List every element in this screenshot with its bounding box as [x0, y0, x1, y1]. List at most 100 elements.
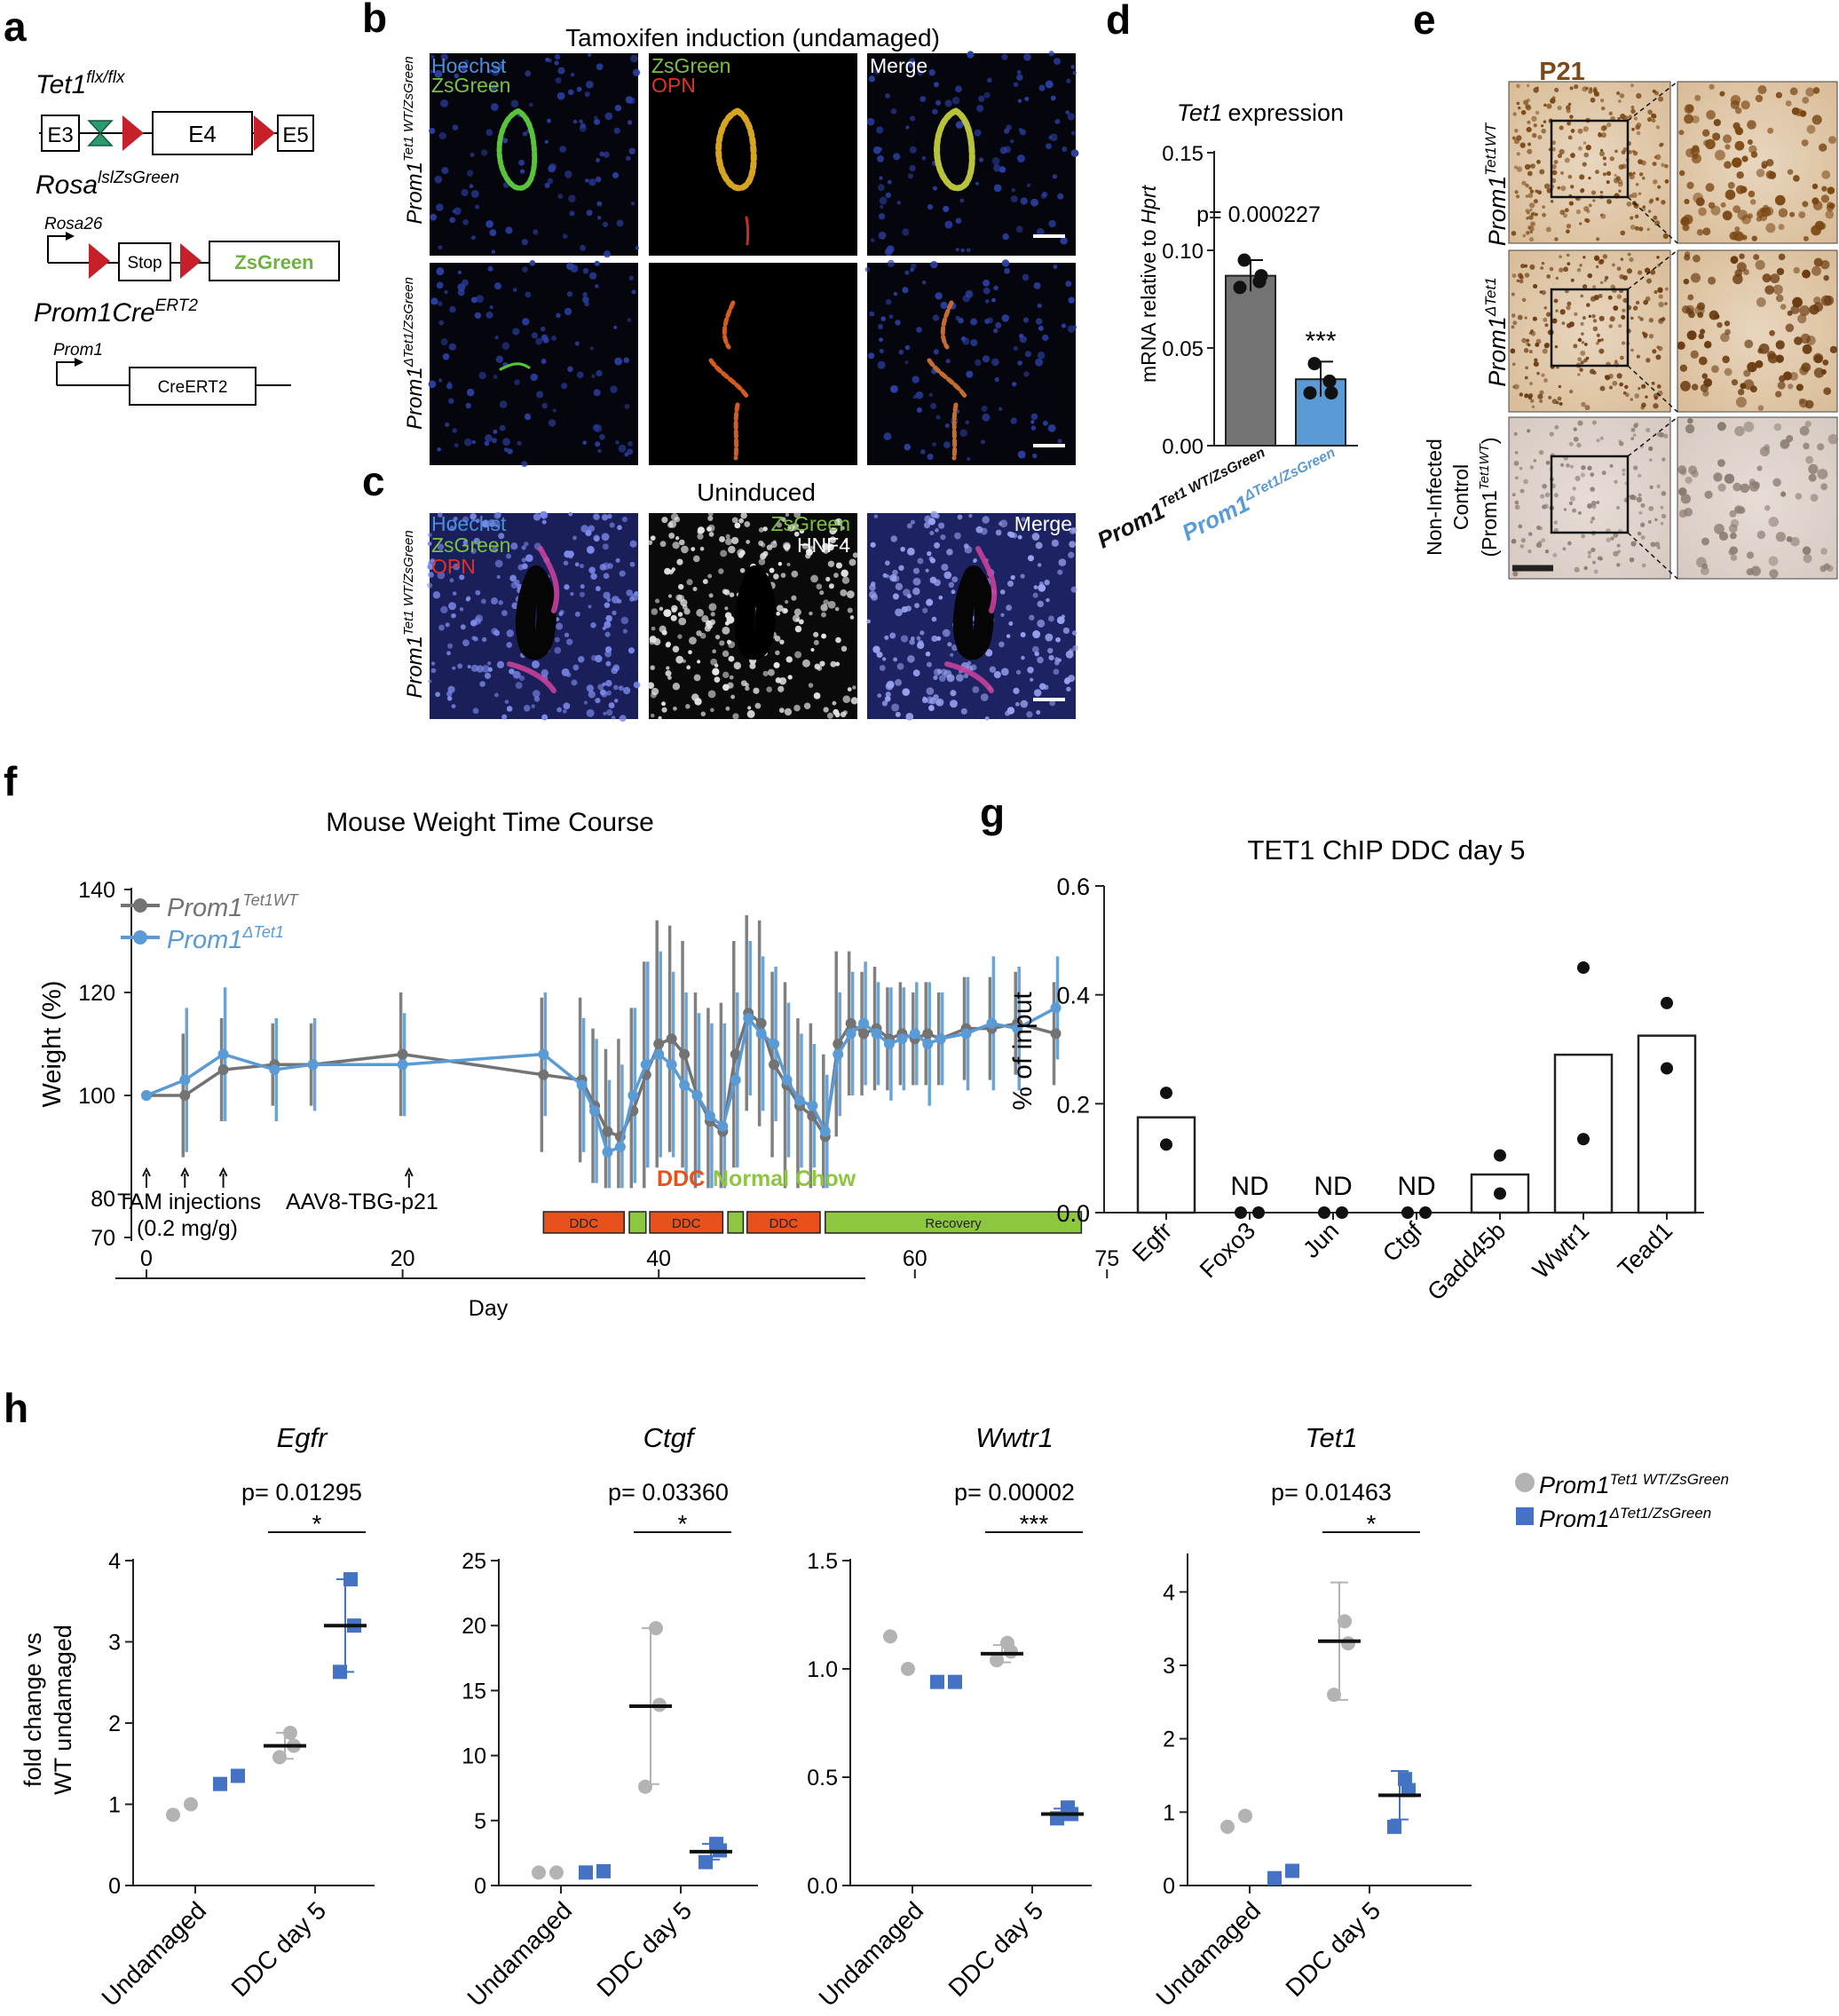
panel-c: c Uninduced Prom1Tet1 WT/ZsGreen Hoechst…: [362, 458, 1078, 723]
treatment-bar-label: DDC: [770, 1216, 799, 1231]
data-point: [602, 1146, 613, 1158]
panel-label-h: h: [4, 1385, 28, 1431]
nd-label: ND: [1314, 1172, 1352, 1201]
data-point: [1307, 357, 1322, 371]
data-point: [901, 1662, 915, 1676]
panel-a: a Tet1flx/flx E3 E4 E5 RosalslZsGreen Ro…: [4, 4, 340, 406]
significance-marker: ***: [1305, 327, 1336, 356]
bar-0: [1225, 274, 1276, 447]
y-tick-label: 0: [108, 1874, 121, 1899]
treatment-bar: [628, 1211, 647, 1234]
zoom-connector: [1627, 249, 1678, 290]
y-tick-label: 10: [462, 1744, 486, 1769]
treatment-bar: [542, 1211, 625, 1234]
gene-title: Wwtr1: [975, 1422, 1054, 1453]
hnf4-channel-label: HNF4: [797, 534, 850, 557]
data-point: [960, 1028, 972, 1040]
data-point: [990, 1653, 1004, 1668]
x-category-label: Gadd45b: [1422, 1217, 1511, 1306]
panel-b: b Tamoxifen induction (undamaged) Prom1T…: [362, 0, 1079, 468]
data-point: [213, 1776, 227, 1791]
data-point: [638, 1779, 652, 1794]
micrograph-b-0-0: [429, 52, 641, 258]
data-point: [845, 1028, 856, 1040]
x-category-label: DDC day 5: [225, 1896, 331, 2002]
exon-e5-label: E5: [282, 123, 308, 147]
y-tick-label: 2: [108, 1712, 121, 1736]
data-point: [397, 1059, 408, 1071]
data-point: [1235, 1206, 1247, 1219]
y-tick-label: 20: [462, 1614, 486, 1639]
legend-marker: [133, 898, 147, 913]
legend-wt-marker: [1515, 1473, 1535, 1492]
y-tick-label: 100: [78, 1084, 115, 1109]
y-tick-label: 0.2: [1056, 1091, 1090, 1118]
data-point: [1050, 1028, 1062, 1040]
frt-icon: [87, 120, 114, 146]
data-point: [333, 1664, 347, 1680]
data-point: [769, 1059, 780, 1071]
y-tick-label: 4: [1163, 1580, 1175, 1605]
x-tick-label: 60: [903, 1246, 927, 1271]
y-tick-label: 25: [462, 1549, 486, 1574]
x-category-label: DDC day 5: [591, 1896, 697, 2002]
panel-e-row1-label: Prom1Tet1WT: [1482, 122, 1511, 246]
data-point: [871, 1028, 882, 1040]
loxp-icon: [254, 115, 275, 151]
data-point: [1254, 269, 1268, 283]
panel-e-row2-label: Prom1ΔTet1: [1482, 277, 1511, 386]
p-value: p= 0.03360: [608, 1479, 729, 1506]
ddc-legend-label: DDC: [657, 1166, 705, 1191]
panel-label-a: a: [4, 4, 27, 50]
panel-h-chart-Wwtr1: Wwtr1 p= 0.00002 *** 0.0 0.5 1.0 1.5 Undamaged D…: [807, 1422, 1092, 2012]
data-point: [1387, 1819, 1401, 1834]
panel-h-chart-Egfr: Egfr p= 0.01295 * 0 1 2 3 4 Undamaged DDC day 5: [96, 1422, 375, 2012]
data-point: [653, 1039, 665, 1049]
prom1-promoter-label: Prom1: [53, 341, 103, 360]
panel-label-c: c: [362, 458, 385, 504]
exon-e4-label: E4: [188, 121, 217, 147]
panel-g: g TET1 ChIP DDC day 5 % of input 0.0 0.2 0…: [980, 790, 1704, 1306]
panel-label-e: e: [1413, 0, 1436, 43]
data-point: [730, 1074, 741, 1086]
legend-marker: [133, 930, 147, 945]
x-category-label: Undamaged: [462, 1896, 577, 2012]
data-point: [930, 1674, 944, 1689]
data-point: [217, 1064, 229, 1075]
data-point: [1233, 281, 1247, 295]
opn-channel-label: OPN: [431, 555, 476, 578]
nd-label: ND: [1397, 1172, 1435, 1201]
data-point: [1252, 1206, 1265, 1219]
ihc-zoom-2: [1677, 416, 1839, 580]
data-point: [343, 1572, 358, 1587]
x-tick-label: 40: [646, 1246, 671, 1271]
panel-e-row3-line3: (Prom1Tet1WT): [1477, 437, 1501, 557]
zsgreen-cassette: [209, 241, 340, 281]
panel-f-xlabel: Day: [469, 1296, 509, 1321]
y-tick-label: 0.0: [807, 1874, 838, 1899]
legend-label: Prom1Tet1WT: [167, 891, 300, 922]
data-point: [858, 1028, 870, 1040]
data-point: [579, 1865, 593, 1880]
data-point: [1494, 1187, 1506, 1200]
data-point: [602, 1126, 613, 1137]
y-tick-label: 120: [78, 981, 115, 1006]
data-point: [1220, 1819, 1235, 1834]
ihc-overview-1: [1508, 249, 1671, 413]
tet1-allele-label: Tet1flx/flx: [36, 68, 126, 99]
micrograph-c-0: [427, 510, 641, 723]
data-point: [538, 1069, 549, 1080]
treatment-bar-label: Recovery: [925, 1216, 982, 1231]
data-point: [397, 1048, 408, 1060]
data-point: [704, 1111, 715, 1122]
merge-label: Merge: [870, 54, 927, 77]
data-point: [549, 1865, 564, 1880]
micrograph-c-1: [647, 510, 858, 720]
x-category-label: Undamaged: [96, 1896, 211, 2012]
data-point: [935, 1033, 946, 1045]
treatment-bar-label: DDC: [672, 1216, 701, 1231]
micrograph-b-1-0: [428, 260, 638, 468]
data-point: [691, 1090, 703, 1101]
y-tick-label: 80: [91, 1187, 115, 1212]
data-point: [922, 1028, 934, 1040]
